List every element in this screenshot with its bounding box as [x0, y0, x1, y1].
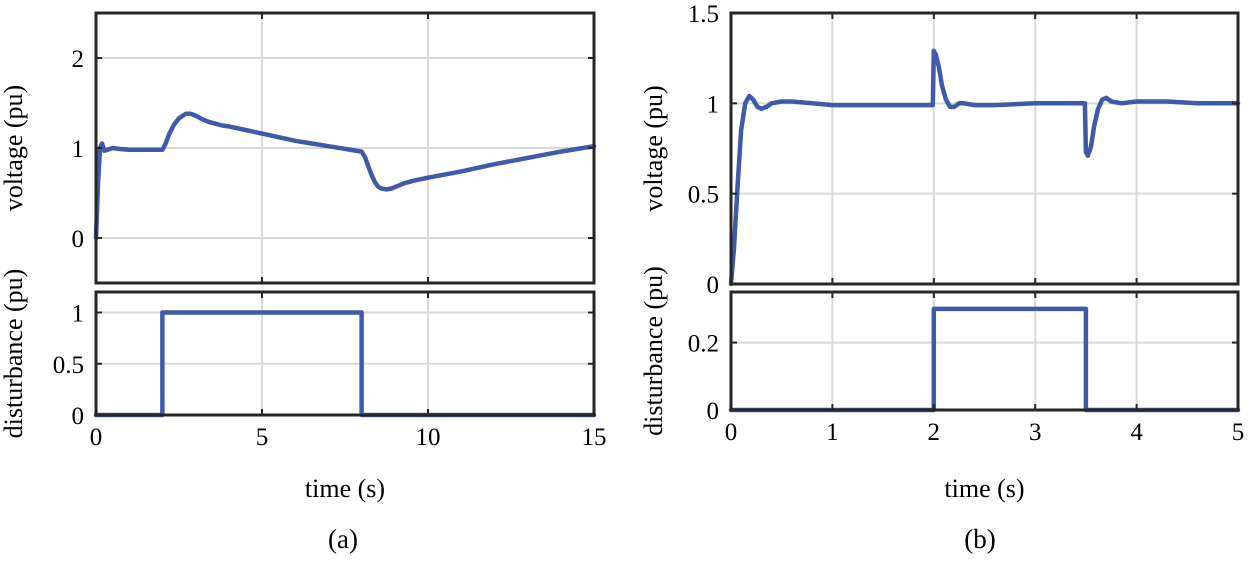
- y-tick-label: 0: [72, 226, 85, 253]
- y-tick-label: 0: [72, 403, 85, 430]
- figure-caption: (a): [328, 524, 358, 554]
- series-line: [93, 111, 597, 241]
- axes-frame: [729, 11, 1240, 286]
- x-tick-label: 10: [416, 424, 441, 451]
- axes-frame: [729, 290, 1240, 412]
- y-axis-label: voltage (pu): [0, 85, 28, 211]
- y-tick-label: 0.2: [688, 331, 719, 358]
- x-axis-label: time (s): [305, 474, 385, 503]
- y-tick-label: 0: [707, 272, 720, 299]
- x-tick-label: 0: [725, 419, 738, 446]
- plot-area: [731, 292, 1238, 410]
- y-tick-label: 0.5: [688, 182, 719, 209]
- x-axis-label: time (s): [944, 474, 1024, 503]
- plot-area: [731, 13, 1238, 284]
- series-line: [728, 48, 1241, 287]
- y-axis-label: disturbance (pu): [639, 266, 668, 436]
- y-tick-label: 1.5: [688, 1, 719, 28]
- y-tick-label: 1: [72, 136, 85, 163]
- y-tick-label: 1: [707, 91, 720, 118]
- x-tick-label: 5: [1232, 419, 1245, 446]
- axes-frame: [94, 290, 596, 417]
- y-axis-label: voltage (pu): [639, 85, 668, 211]
- x-tick-label: 2: [928, 419, 941, 446]
- y-axis-label: disturbance (pu): [0, 269, 28, 439]
- x-tick-label: 15: [582, 424, 607, 451]
- figure-caption: (b): [964, 524, 995, 554]
- x-tick-label: 1: [826, 419, 839, 446]
- x-tick-label: 3: [1029, 419, 1042, 446]
- x-tick-label: 0: [90, 424, 103, 451]
- y-tick-label: 0: [707, 398, 720, 425]
- y-tick-label: 2: [72, 46, 85, 73]
- x-tick-label: 5: [256, 424, 269, 451]
- y-tick-label: 0.5: [53, 352, 84, 379]
- x-tick-label: 4: [1130, 419, 1143, 446]
- y-tick-label: 1: [72, 301, 85, 328]
